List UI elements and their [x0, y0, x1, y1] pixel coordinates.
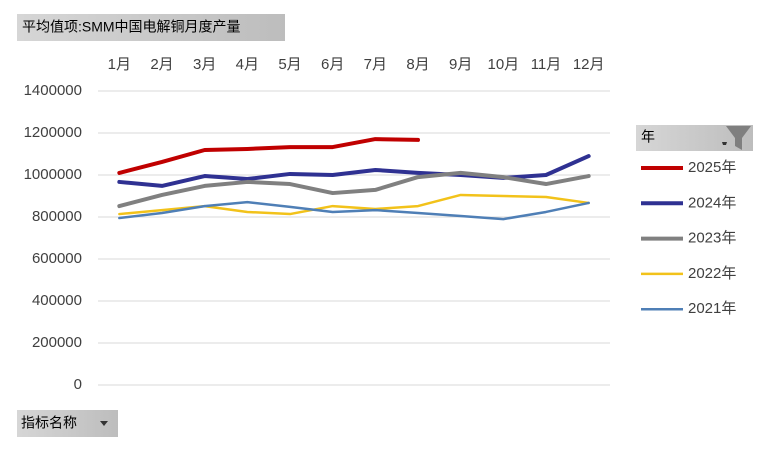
series-line: [118, 200, 590, 221]
y-tick-label: 1000000: [24, 166, 82, 183]
legend-label: 2021年: [688, 300, 736, 317]
chart-title: 平均值项:SMM中国电解铜月度产量: [22, 19, 241, 35]
y-tick-label: 1400000: [24, 82, 82, 99]
legend-label: 2022年: [688, 265, 736, 282]
legend-title: 年: [641, 129, 655, 145]
dropdown-arrow: [722, 142, 727, 145]
x-tick-label: 10月: [487, 56, 519, 73]
dropdown-arrow: [100, 421, 108, 426]
y-tick-label: 800000: [32, 208, 82, 225]
filter-button[interactable]: [17, 410, 118, 437]
legend-label: 2024年: [688, 194, 736, 211]
x-tick-label: 4月: [236, 56, 259, 73]
legend-label: 2023年: [688, 230, 736, 247]
x-tick-label: 7月: [364, 56, 387, 73]
filter-icon: [726, 126, 751, 150]
y-tick-label: 400000: [32, 292, 82, 309]
x-tick-label: 1月: [108, 56, 131, 73]
x-tick-label: 9月: [449, 56, 472, 73]
series-line: [117, 137, 420, 175]
x-tick-label: 11月: [531, 56, 562, 73]
x-tick-label: 5月: [278, 56, 301, 73]
filter-button-label: 指标名称: [21, 415, 77, 431]
x-tick-label: 12月: [573, 56, 605, 73]
y-tick-label: 200000: [32, 334, 82, 351]
x-tick-label: 6月: [321, 56, 344, 73]
y-tick-label: 1200000: [24, 124, 82, 141]
x-tick-label: 2月: [150, 56, 173, 73]
legend-label: 2025年: [688, 159, 736, 176]
series-line: [117, 170, 591, 209]
title-button[interactable]: [17, 14, 285, 41]
x-tick-label: 3月: [193, 56, 216, 73]
y-tick-label: 0: [74, 376, 82, 393]
y-tick-label: 600000: [32, 250, 82, 267]
x-tick-label: 8月: [406, 56, 429, 73]
